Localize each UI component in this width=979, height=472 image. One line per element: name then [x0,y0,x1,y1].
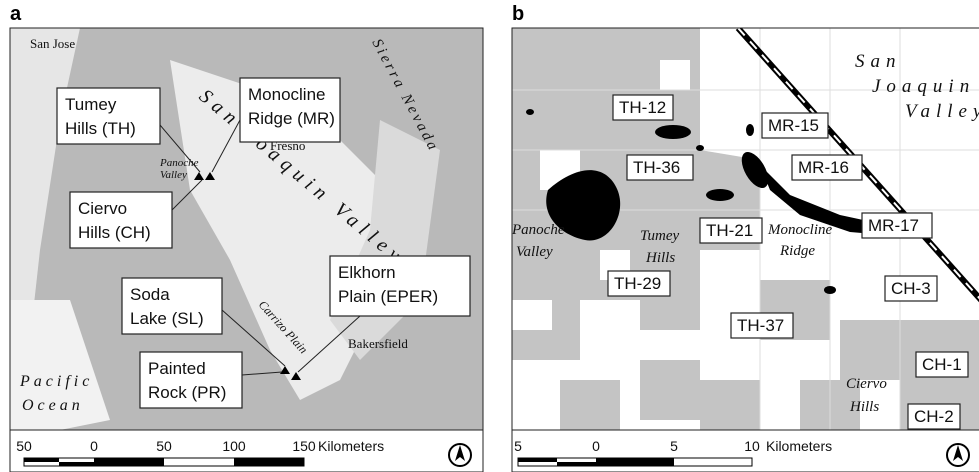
site-label: MR-15 [768,116,819,135]
site-label: TH-12 [619,98,666,117]
site-label-line: Lake (SL) [130,309,204,328]
scale-label: 5 [514,438,522,454]
site-label-line: Hills (TH) [65,119,136,138]
site-label: CH-1 [922,355,962,374]
site-label-line: Ridge (MR) [248,109,335,128]
scale-unit: Kilometers [766,438,832,454]
site-label-line: Soda [130,285,170,304]
figure: a San Jose Fresno Bakersfield San Joaqui… [0,0,979,472]
site-label-line: Plain (EPER) [338,287,438,306]
place: San Jose [30,36,75,51]
site-label: TH-21 [706,221,753,240]
site-label: TH-37 [737,316,784,335]
panel-label: b [512,3,524,25]
scale-label: 50 [16,438,32,454]
site-label: CH-3 [891,279,931,298]
site-label-line: Hills (CH) [78,223,151,242]
site-label: TH-36 [633,158,680,177]
scale-label: 100 [222,438,246,454]
scale-label: 10 [744,438,760,454]
site-label: TH-29 [614,274,661,293]
scale-unit: Kilometers [318,438,384,454]
scale-label: 0 [90,438,98,454]
site-label-line: Ciervo [78,199,127,218]
scale-label: 5 [670,438,678,454]
site-label-line: Tumey [65,95,117,114]
site-label-line: Elkhorn [338,263,396,282]
scale-label: 150 [292,438,316,454]
site-label: MR-16 [798,158,849,177]
site-label-line: Monocline [248,85,326,104]
scale-label: 0 [592,438,600,454]
scale-label: 50 [156,438,172,454]
site-label-line: Painted [148,359,206,378]
site-label-line: Rock (PR) [148,383,226,402]
site-label: CH-2 [914,407,954,426]
panel-label: a [10,3,22,25]
site-label: MR-17 [868,216,919,235]
place: Bakersfield [348,336,408,351]
